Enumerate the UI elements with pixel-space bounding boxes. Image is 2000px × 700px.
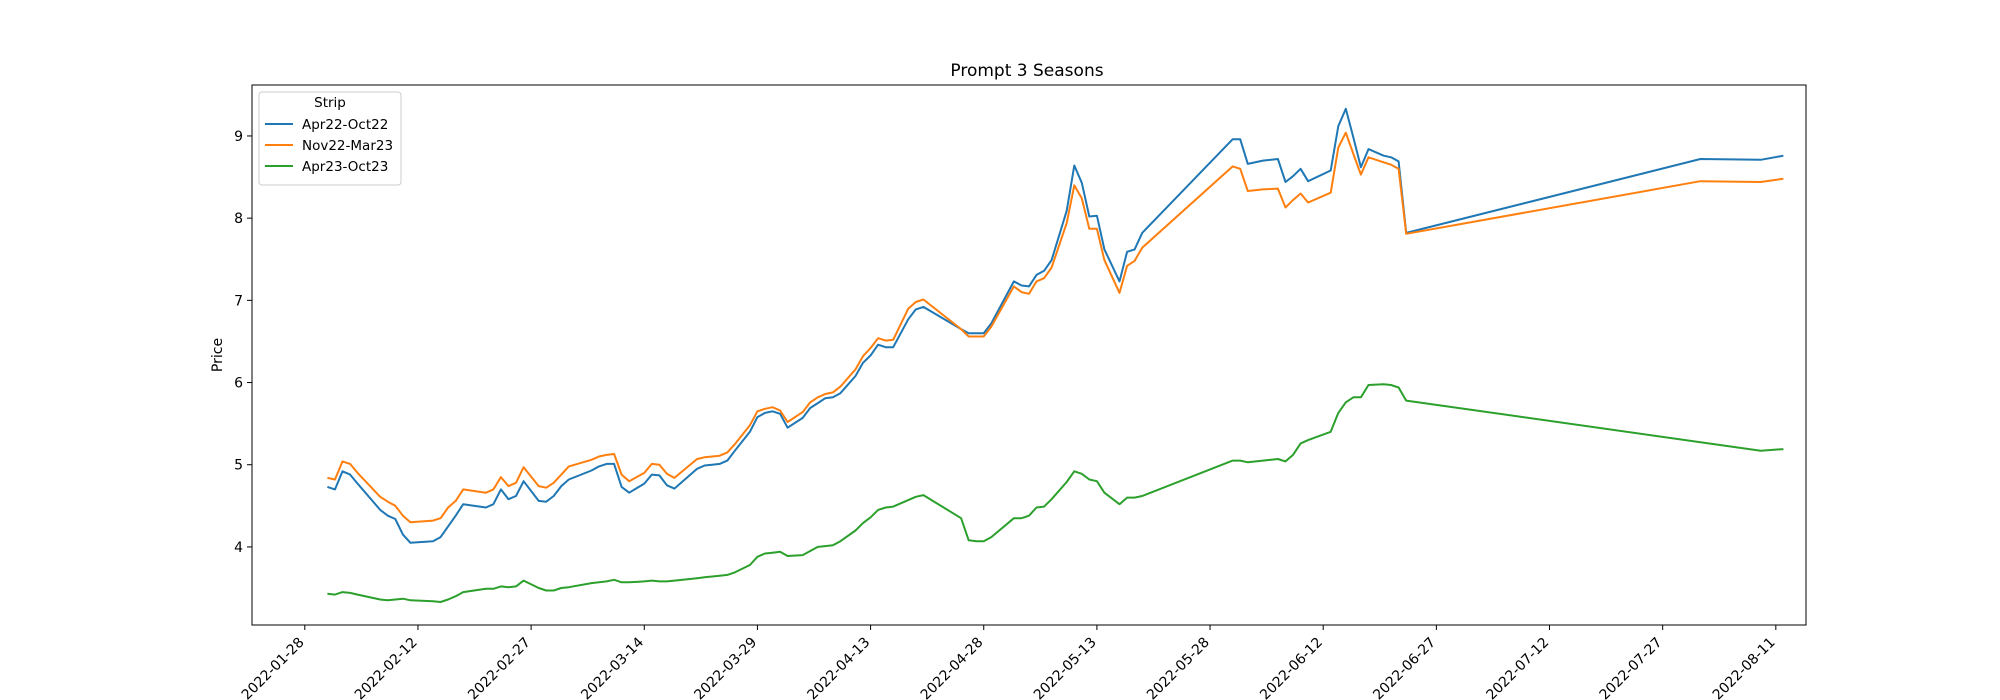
x-tick-label: 2022-01-28 (239, 635, 308, 700)
y-axis-label: Price (210, 338, 226, 372)
x-axis: 2022-01-28 2022-02-12 2022-02-27 2022-03-14… (239, 625, 1779, 700)
x-tick-label: 2022-04-28 (918, 635, 987, 700)
legend-label: Nov22-Mar23 (302, 138, 393, 154)
y-tick-label: 4 (234, 540, 243, 556)
x-tick-label: 2022-05-13 (1031, 635, 1100, 700)
x-tick-label: 2022-08-11 (1710, 635, 1779, 700)
legend-box (258, 91, 402, 186)
x-tick-label: 2022-06-12 (1257, 635, 1326, 700)
legend-label: Apr22-Oct22 (302, 117, 388, 133)
x-tick-label: 2022-06-27 (1370, 635, 1439, 700)
plot-area (327, 107, 1784, 603)
x-tick-label: 2022-02-12 (352, 635, 421, 700)
chart-title: Prompt 3 Seasons (950, 61, 1103, 81)
x-tick-label: 2022-07-12 (1483, 635, 1552, 700)
x-tick-label: 2022-02-27 (465, 635, 534, 700)
x-tick-label: 2022-03-29 (691, 635, 760, 700)
legend-title: Strip (314, 95, 346, 111)
series-line-1 (327, 107, 1784, 544)
legend-label: Apr23-Oct23 (302, 159, 388, 175)
y-tick-label: 6 (234, 376, 243, 392)
legend: Strip Apr22-Oct22 Nov22-Mar23 Apr23-Oct23 (258, 91, 402, 186)
x-tick-label: 2022-05-28 (1144, 635, 1213, 700)
x-tick-label: 2022-03-14 (578, 634, 647, 700)
x-tick-label: 2022-07-27 (1597, 635, 1666, 700)
series-line-2 (327, 131, 1784, 524)
y-tick-label: 9 (234, 129, 243, 145)
x-tick-label: 2022-04-13 (805, 635, 874, 700)
series-line-3 (327, 383, 1784, 603)
y-tick-label: 7 (234, 293, 243, 309)
y-tick-label: 8 (234, 211, 243, 227)
y-axis: 4 5 6 7 8 9 (234, 129, 252, 556)
plot-frame (251, 84, 1807, 626)
y-tick-label: 5 (234, 458, 243, 474)
